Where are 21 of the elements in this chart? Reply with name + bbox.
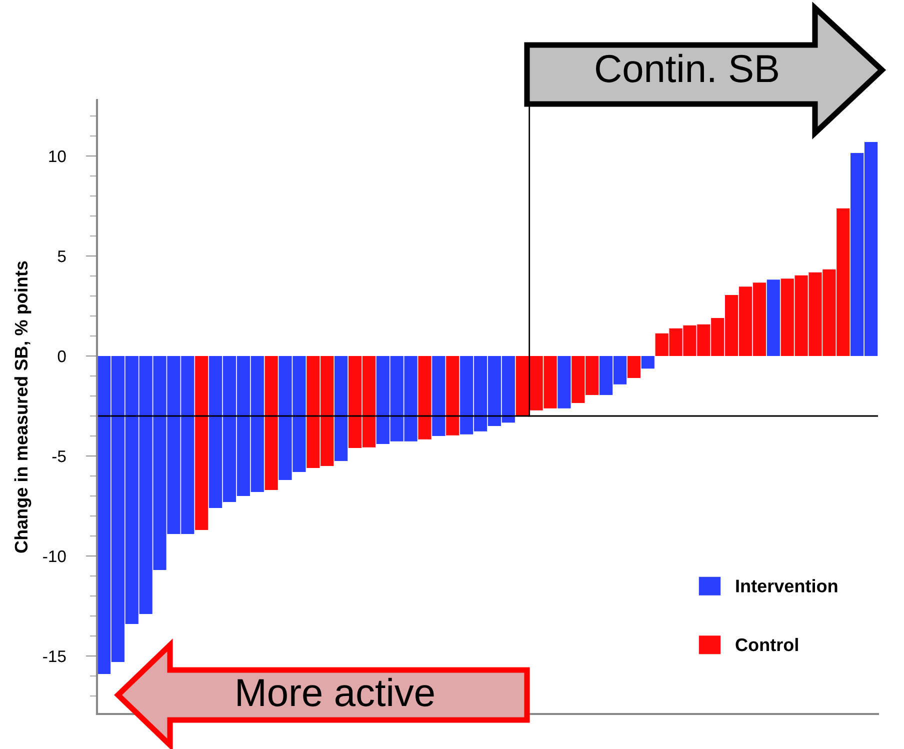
bar: [195, 356, 208, 530]
annotation: More active: [238, 678, 434, 706]
bar: [446, 356, 460, 436]
y-tick-label: 10: [49, 150, 66, 162]
bar: [641, 356, 654, 369]
y-tick-label: 0: [58, 350, 66, 362]
bar: [766, 280, 780, 356]
bar: [334, 356, 348, 461]
legend-label: Control: [736, 638, 798, 652]
y-tick-label: -5: [52, 450, 66, 462]
y-tick-label: 5: [58, 250, 66, 262]
bar: [627, 356, 640, 378]
y-tick-label: -15: [43, 650, 66, 662]
text: Contin. SB: [596, 54, 778, 82]
legend-label: Intervention: [736, 579, 838, 592]
y-tick-label: -10: [43, 550, 66, 562]
bar: [264, 356, 278, 490]
bar: [558, 356, 571, 408]
y-axis-title: Change in measured SB, % points: [14, 261, 32, 553]
bar: [418, 356, 432, 440]
bar: [432, 356, 446, 436]
